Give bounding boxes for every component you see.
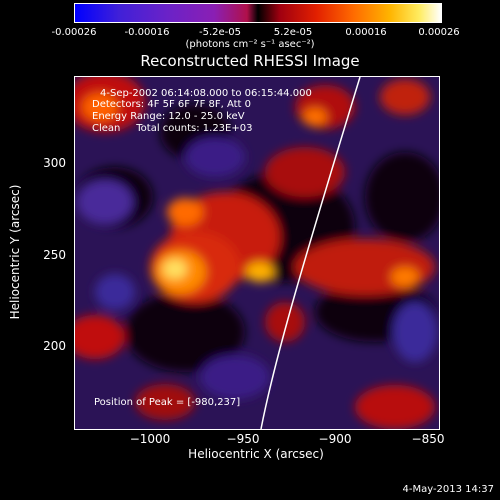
colorbar-tick: 5.2e-05 — [273, 27, 313, 38]
y-tick: 200 — [43, 339, 66, 353]
colorbar-tick: -0.00026 — [51, 27, 97, 38]
colorbar-tick: -5.2e-05 — [199, 27, 241, 38]
x-tick: −1000 — [129, 432, 171, 446]
x-tick: −950 — [226, 432, 260, 446]
x-tick: −850 — [411, 432, 445, 446]
footer-date: 4-May-2013 14:37 — [402, 484, 494, 495]
y-tick: 250 — [43, 248, 66, 262]
y-axis-label: Heliocentric Y (arcsec) — [8, 184, 22, 320]
colorbar-tick: 0.00026 — [418, 27, 460, 38]
colorbar — [74, 3, 442, 23]
y-tick: 300 — [43, 156, 66, 170]
peak-position-label: Position of Peak = [-980,237] — [94, 397, 241, 408]
colorbar-tick: -0.00016 — [124, 27, 170, 38]
x-tick: −900 — [318, 432, 352, 446]
image-map — [75, 77, 439, 429]
energy-range-label: Energy Range: 12.0 - 25.0 keV — [92, 111, 245, 122]
plot-title: Reconstructed RHESSI Image — [140, 52, 360, 70]
x-axis-label: Heliocentric X (arcsec) — [188, 447, 324, 461]
clean-counts-label: Clean Total counts: 1.23E+03 — [92, 123, 253, 134]
colorbar-tick: 0.00016 — [345, 27, 387, 38]
rhessi-image — [74, 76, 440, 430]
colorbar-unit: (photons cm⁻² s⁻¹ asec⁻²) — [185, 39, 315, 50]
time-range-label: 4-Sep-2002 06:14:08.000 to 06:15:44.000 — [100, 88, 312, 99]
detectors-label: Detectors: 4F 5F 6F 7F 8F, Att 0 — [92, 99, 252, 110]
